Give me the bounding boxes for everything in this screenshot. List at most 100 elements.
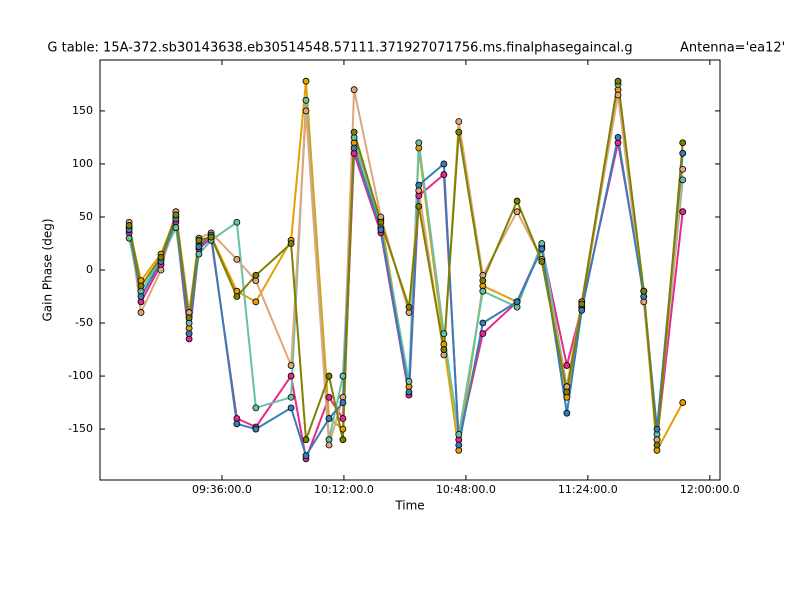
data-point (563, 409, 571, 417)
y-tick-label: -150 (68, 422, 93, 435)
data-point (233, 218, 241, 226)
data-point (377, 226, 385, 234)
data-point (405, 388, 413, 396)
data-point (479, 277, 487, 285)
data-point (415, 181, 423, 189)
y-tick-label: 50 (79, 210, 93, 223)
data-point (252, 425, 260, 433)
data-point (302, 96, 310, 104)
chart-subtitle: Antenna='ea12' (680, 41, 785, 56)
data-point (679, 399, 687, 406)
data-point (405, 303, 413, 311)
y-tick-label: 0 (86, 263, 93, 276)
data-point (679, 149, 687, 157)
data-point (479, 330, 487, 338)
y-axis-label: Gain Phase (deg) (41, 218, 55, 321)
data-point (614, 134, 622, 141)
data-point (252, 298, 260, 306)
data-point (455, 128, 463, 136)
x-tick-label: 11:24:00.0 (558, 483, 618, 496)
data-point (157, 266, 165, 274)
data-point (614, 77, 622, 85)
chart-title: G table: 15A-372.sb30143638.eb30514548.5… (47, 41, 632, 56)
data-point (440, 330, 448, 338)
data-point (679, 208, 687, 216)
data-point (325, 393, 333, 401)
data-point (563, 362, 571, 369)
data-point (287, 362, 295, 369)
data-point (137, 282, 145, 290)
data-point (563, 388, 571, 396)
data-point (578, 300, 586, 308)
data-point (252, 404, 260, 412)
plot-area (125, 77, 687, 463)
plot-frame (99, 59, 721, 481)
data-point (339, 372, 347, 380)
x-tick-label: 09:36:00.0 (192, 483, 252, 496)
x-tick-label: 10:12:00.0 (314, 483, 374, 496)
y-tick-label: -100 (68, 369, 93, 382)
data-point (415, 202, 423, 210)
data-point (377, 218, 385, 226)
series-line (128, 81, 684, 446)
data-point (339, 415, 347, 422)
data-point (125, 234, 133, 242)
data-point (679, 176, 687, 184)
data-point (195, 236, 203, 244)
data-point (287, 240, 295, 247)
data-point (287, 372, 295, 380)
y-tick-label: 100 (72, 157, 93, 170)
data-point (207, 233, 215, 241)
data-point (578, 306, 586, 314)
data-point (325, 372, 333, 380)
x-tick-label: 10:48:00.0 (436, 483, 496, 496)
data-point (455, 441, 463, 449)
data-point (339, 425, 347, 433)
data-point (302, 452, 310, 460)
data-point (325, 415, 333, 422)
data-point (405, 377, 413, 385)
data-point (185, 330, 193, 338)
data-point (440, 160, 448, 168)
data-point (440, 171, 448, 178)
data-point (287, 393, 295, 401)
data-point (653, 425, 661, 433)
data-point (302, 107, 310, 115)
data-point (137, 309, 145, 316)
data-point (538, 245, 546, 253)
data-point (350, 86, 358, 94)
data-point (172, 211, 180, 219)
x-axis-label: Time (394, 499, 424, 513)
data-point (513, 208, 521, 216)
data-point (172, 224, 180, 231)
data-point (137, 293, 145, 300)
data-point (513, 197, 521, 205)
data-point (339, 436, 347, 444)
data-point (325, 441, 333, 449)
data-point (233, 293, 241, 300)
data-point (455, 118, 463, 125)
data-point (455, 430, 463, 438)
data-point (679, 139, 687, 147)
data-point (195, 243, 203, 251)
data-point (195, 250, 203, 258)
data-point (339, 399, 347, 406)
data-point (440, 346, 448, 353)
y-tick-label: 150 (72, 104, 93, 117)
data-point (302, 436, 310, 444)
data-point (287, 404, 295, 412)
data-point (302, 77, 310, 85)
data-point (538, 258, 546, 265)
data-point (157, 253, 165, 261)
data-point (653, 441, 661, 449)
data-point (185, 314, 193, 322)
data-point (415, 139, 423, 147)
data-point (233, 420, 241, 428)
data-point (350, 144, 358, 152)
data-point (350, 128, 358, 136)
data-point (513, 298, 521, 306)
data-point (233, 255, 241, 263)
y-tick-label: -50 (75, 316, 93, 329)
data-point (614, 91, 622, 99)
series-line (128, 137, 684, 458)
